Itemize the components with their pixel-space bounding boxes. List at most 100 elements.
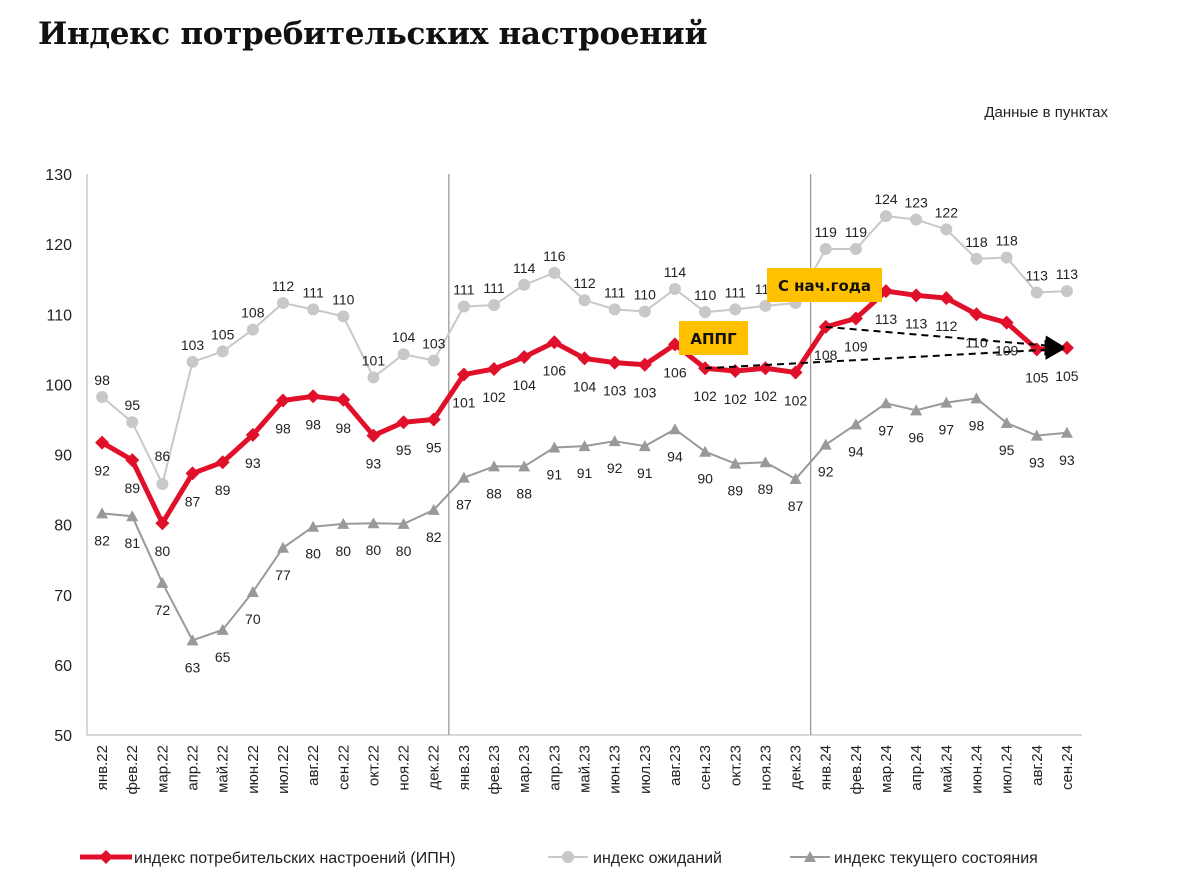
data-point-current-state bbox=[608, 435, 621, 447]
data-point-ipn bbox=[637, 357, 652, 372]
data-point-ipn bbox=[939, 291, 954, 306]
data-point-current-state bbox=[276, 541, 289, 553]
data-label-current-state: 93 bbox=[1029, 455, 1045, 471]
data-label-ipn: 112 bbox=[935, 318, 958, 334]
data-label-current-state: 92 bbox=[818, 464, 834, 480]
data-point-expectations bbox=[307, 303, 320, 316]
data-label-expectations: 113 bbox=[1026, 268, 1049, 284]
data-point-ipn bbox=[215, 455, 230, 470]
y-tick-label: 80 bbox=[54, 518, 72, 535]
data-point-expectations bbox=[759, 299, 772, 312]
data-label-current-state: 91 bbox=[547, 466, 563, 482]
x-tick-label: июн.23 bbox=[607, 745, 624, 794]
x-tick-label: июл.24 bbox=[999, 745, 1016, 794]
data-point-ipn bbox=[1059, 340, 1074, 355]
data-label-expectations: 124 bbox=[874, 191, 898, 207]
x-tick-label: янв.23 bbox=[456, 745, 473, 790]
x-tick-label: мар.23 bbox=[516, 745, 533, 793]
data-point-current-state bbox=[427, 503, 440, 515]
data-label-ipn: 102 bbox=[693, 388, 717, 404]
data-point-expectations bbox=[246, 323, 259, 336]
data-point-expectations bbox=[276, 297, 289, 310]
data-point-ipn bbox=[999, 315, 1014, 330]
data-label-ipn: 109 bbox=[844, 338, 868, 354]
data-point-expectations bbox=[367, 371, 380, 384]
data-point-ipn bbox=[969, 307, 984, 322]
data-point-ipn bbox=[275, 393, 290, 408]
data-point-expectations bbox=[880, 210, 893, 223]
data-point-current-state bbox=[729, 457, 742, 469]
data-point-expectations bbox=[729, 303, 742, 316]
data-point-expectations bbox=[699, 306, 712, 319]
data-point-ipn bbox=[456, 367, 471, 382]
data-point-current-state bbox=[216, 623, 229, 635]
data-label-current-state: 88 bbox=[516, 485, 532, 501]
data-label-expectations: 108 bbox=[241, 305, 265, 321]
data-label-current-state: 89 bbox=[758, 481, 774, 497]
x-tick-label: ноя.22 bbox=[396, 745, 413, 791]
data-label-ipn: 98 bbox=[305, 416, 321, 432]
data-label-expectations: 101 bbox=[362, 352, 386, 368]
data-label-expectations: 113 bbox=[1056, 266, 1079, 282]
data-point-expectations bbox=[156, 477, 169, 490]
legend-label-expectations: индекс ожиданий bbox=[593, 850, 722, 867]
legend-label-current-state: индекс текущего состояния bbox=[834, 850, 1038, 867]
legend-marker-current-state bbox=[804, 851, 816, 862]
data-label-ipn: 106 bbox=[663, 364, 687, 380]
data-label-expectations: 110 bbox=[694, 287, 717, 303]
x-tick-label: май.22 bbox=[215, 745, 232, 793]
x-tick-label: апр.24 bbox=[908, 745, 925, 791]
data-label-ipn: 109 bbox=[995, 343, 1019, 359]
data-label-expectations: 95 bbox=[124, 397, 140, 413]
data-label-expectations: 110 bbox=[332, 291, 355, 307]
callout-appg-box bbox=[679, 321, 748, 355]
data-point-expectations bbox=[96, 390, 109, 403]
data-point-current-state bbox=[880, 397, 893, 409]
data-point-expectations bbox=[638, 305, 651, 318]
data-label-current-state: 94 bbox=[667, 448, 683, 464]
data-point-expectations bbox=[910, 213, 923, 226]
data-point-expectations bbox=[578, 294, 591, 307]
data-label-expectations: 98 bbox=[94, 372, 110, 388]
data-point-ipn bbox=[758, 361, 773, 376]
data-label-expectations: 118 bbox=[995, 232, 1018, 248]
data-point-ipn bbox=[487, 361, 502, 376]
data-point-ipn bbox=[396, 415, 411, 430]
data-point-current-state bbox=[246, 585, 259, 597]
x-tick-label: фев.24 bbox=[848, 745, 865, 795]
data-point-expectations bbox=[427, 354, 440, 367]
data-label-expectations: 118 bbox=[965, 234, 988, 250]
data-point-expectations bbox=[849, 243, 862, 256]
data-point-current-state bbox=[518, 460, 531, 472]
data-point-ipn bbox=[336, 392, 351, 407]
data-label-ipn: 102 bbox=[784, 392, 808, 408]
data-point-current-state bbox=[910, 404, 923, 416]
x-tick-label: окт.22 bbox=[365, 745, 382, 786]
data-point-current-state bbox=[1000, 416, 1013, 428]
data-point-current-state bbox=[1030, 429, 1043, 441]
x-tick-label: фев.22 bbox=[124, 745, 141, 795]
data-point-current-state bbox=[96, 507, 109, 519]
x-tick-label: июл.22 bbox=[275, 745, 292, 794]
callout-ytd-text: С нач.года bbox=[778, 277, 871, 295]
data-point-expectations bbox=[216, 345, 229, 358]
data-point-expectations bbox=[819, 243, 832, 256]
x-tick-label: июн.22 bbox=[245, 745, 262, 794]
data-label-ipn: 98 bbox=[275, 421, 291, 437]
x-tick-label: май.23 bbox=[577, 745, 594, 793]
data-label-ipn: 95 bbox=[426, 439, 442, 455]
data-label-expectations: 114 bbox=[664, 264, 687, 280]
data-label-ipn: 106 bbox=[543, 362, 567, 378]
data-label-ipn: 101 bbox=[452, 395, 476, 411]
data-point-current-state bbox=[186, 634, 199, 646]
y-tick-label: 90 bbox=[54, 448, 72, 465]
data-label-ipn: 113 bbox=[905, 315, 928, 331]
data-label-expectations: 119 bbox=[815, 224, 838, 240]
data-label-expectations: 112 bbox=[573, 275, 596, 291]
data-point-ipn bbox=[1029, 342, 1044, 357]
x-tick-label: фев.23 bbox=[486, 745, 503, 795]
data-label-current-state: 80 bbox=[366, 542, 382, 558]
data-label-ipn: 103 bbox=[633, 385, 657, 401]
data-label-ipn: 104 bbox=[573, 378, 597, 394]
data-label-expectations: 116 bbox=[543, 248, 566, 264]
